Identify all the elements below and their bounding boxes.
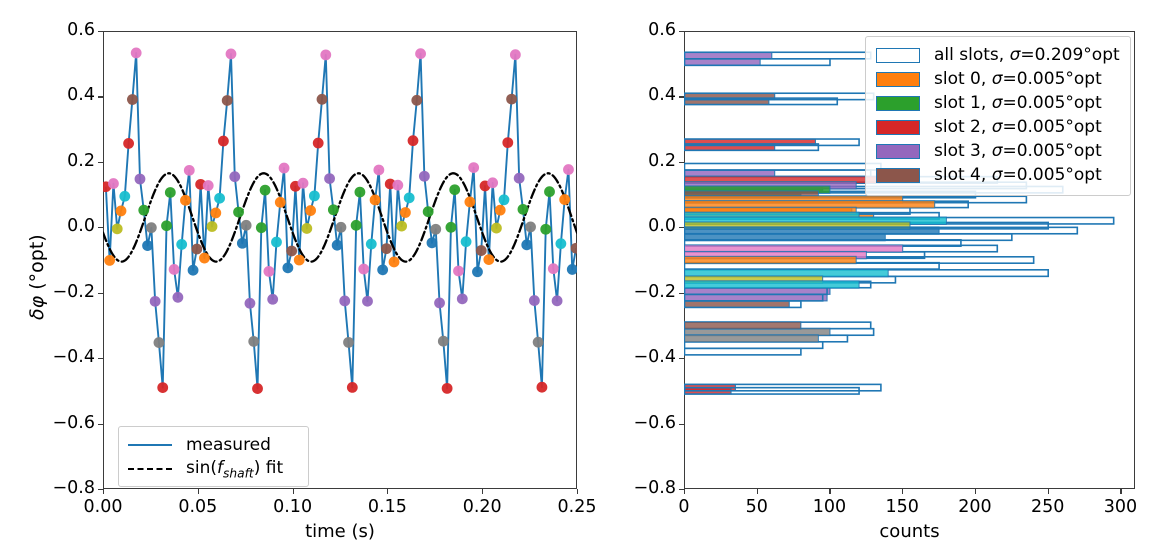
left-x-tick: 0.25 [557,497,597,517]
legend-label-slot-1: slot 1, σ=0.005°opt [934,93,1102,113]
right-x-axis-title: counts [879,521,940,542]
right-x-tick-mark [829,489,831,494]
right-y-tick-mark [679,161,684,163]
legend-swatch-slot-2 [876,119,920,135]
legend-label-slot-4: slot 4, σ=0.005°opt [934,165,1102,185]
legend-swatch-all-slots [876,47,920,63]
left-y-axis-title: δφ (°opt) [26,234,48,320]
left-y-tick: −0.8 [52,478,96,498]
right-x-tick-mark [902,489,904,494]
left-y-tick: 0.2 [67,150,95,171]
left-y-tick: 0.4 [67,85,95,106]
left-x-tick: 0.20 [462,497,502,517]
legend-label-slot-3: slot 3, σ=0.005°opt [934,141,1102,161]
right-panel: 0.6 0.4 0.2 0.0 −0.2 −0.4 −0.6 −0.8 0 50 100 150 20… [600,0,1156,552]
right-x-tick-mark [974,489,977,494]
left-y-tick: −0.2 [52,281,96,302]
legend-row-all-slots[interactable]: all slots, σ=0.209°opt [876,43,1120,67]
dashdot-line-icon [128,468,172,470]
right-y-tick-mark [679,489,684,491]
left-x-tick-mark [482,489,484,494]
right-y-tick-mark [679,292,684,294]
y-axis-unit: (°opt) [26,234,48,290]
legend-swatch-slot-4 [876,167,920,183]
left-x-tick-mark [197,489,199,494]
left-x-tick: 0.00 [83,497,123,517]
right-x-tick: 0 [678,497,690,517]
left-y-tick: −0.6 [52,412,96,433]
left-x-tick-mark [292,489,294,494]
solid-line-icon [128,444,172,446]
left-y-tick: 0.6 [67,20,95,40]
legend-row-slot-3[interactable]: slot 3, σ=0.005°opt [876,139,1120,163]
right-y-tick: −0.6 [633,412,677,433]
right-x-tick-mark [1120,489,1122,494]
left-x-tick-mark [103,489,105,494]
right-y-tick-mark [679,31,684,33]
right-x-tick-mark [1047,489,1049,494]
legend-label-slot-2: slot 2, σ=0.005°opt [934,117,1102,137]
left-x-tick: 0.10 [273,497,313,517]
left-panel: 0.6 0.4 0.2 0.0 −0.2 −0.4 −0.6 −0.8 0.00 0.05 0.1… [26,20,596,542]
left-legend[interactable]: measured sin(fshaft) fit [118,426,309,487]
y-axis-symbol: δφ [26,295,48,320]
right-y-tick: 0.2 [648,150,676,171]
legend-swatch-slot-3 [876,143,920,159]
right-y-tick: −0.8 [633,478,677,498]
right-x-tick: 100 [812,497,847,517]
legend-label-measured: measured [186,435,271,455]
left-x-tick: 0.15 [367,497,407,517]
left-x-tick: 0.05 [178,497,218,517]
legend-row-slot-0[interactable]: slot 0, σ=0.005°opt [876,67,1120,91]
legend-row-slot-2[interactable]: slot 2, σ=0.005°opt [876,115,1120,139]
right-y-tick-mark [679,423,684,425]
legend-row-measured[interactable]: measured [128,433,299,457]
legend-row-fit[interactable]: sin(fshaft) fit [128,457,299,481]
left-y-tick-mark [98,96,103,98]
left-y-tick-mark [98,161,103,163]
right-y-tick: 0.0 [648,216,676,237]
right-y-tick: −0.4 [633,347,677,368]
left-y-tick-mark [98,292,103,294]
right-y-tick-mark [679,96,684,98]
left-x-tick-mark [387,489,389,494]
left-y-tick-mark [98,31,103,33]
time-series-plot [103,47,577,394]
left-y-tick: −0.4 [52,347,96,368]
right-legend[interactable]: all slots, σ=0.209°opt slot 0, σ=0.005°op… [865,36,1131,196]
left-y-tick-mark [98,489,103,491]
legend-swatch-slot-1 [876,95,920,111]
right-y-tick: 0.4 [648,85,676,106]
legend-row-slot-1[interactable]: slot 1, σ=0.005°opt [876,91,1120,115]
histogram-plot [684,51,1115,395]
left-y-tick: 0.0 [67,216,95,237]
right-x-tick-mark [756,489,758,494]
left-x-tick-mark [577,489,579,494]
right-x-tick: 300 [1103,497,1138,517]
left-y-tick-mark [98,358,103,360]
legend-label-fit: sin(fshaft) fit [186,457,284,481]
right-x-tick: 250 [1031,497,1065,517]
left-y-tick-mark [98,227,103,229]
legend-row-slot-4[interactable]: slot 4, σ=0.005°opt [876,163,1120,187]
right-y-tick: 0.6 [648,20,676,40]
right-x-tick: 200 [958,497,992,517]
left-y-tick-mark [98,423,103,425]
legend-label-all-slots: all slots, σ=0.209°opt [934,45,1120,65]
right-y-tick-mark [679,358,684,360]
right-y-tick: −0.2 [633,281,677,302]
right-x-tick: 50 [745,497,768,517]
left-x-axis-title: time (s) [305,521,375,542]
legend-label-slot-0: slot 0, σ=0.005°opt [934,69,1102,89]
right-x-tick-mark [684,489,686,494]
right-x-tick: 150 [885,497,919,517]
legend-swatch-slot-0 [876,71,920,87]
right-y-tick-mark [679,227,684,229]
